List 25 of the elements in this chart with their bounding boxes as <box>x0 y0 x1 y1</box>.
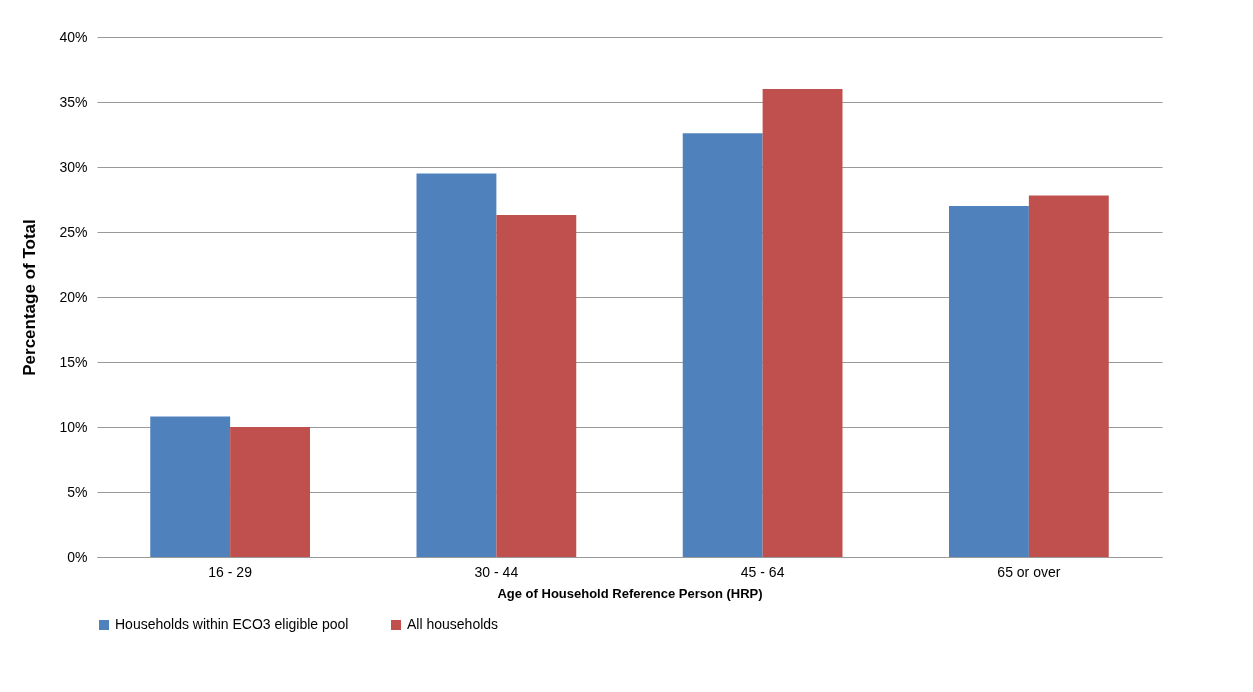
bar <box>230 427 310 557</box>
legend-label: All households <box>407 616 499 632</box>
y-tick-label: 5% <box>67 483 88 500</box>
y-tick-label: 15% <box>59 353 88 370</box>
y-tick-label: 35% <box>59 93 88 110</box>
x-axis-title: Age of Household Reference Person (HRP) <box>497 585 763 601</box>
y-axis-title: Percentage of Total <box>20 219 40 376</box>
y-tick-label: 30% <box>59 158 88 175</box>
bar <box>496 215 577 557</box>
x-tick-label: 45 - 64 <box>740 563 785 580</box>
x-tick-label: 65 or over <box>997 563 1061 580</box>
y-tick-label: 25% <box>59 223 88 240</box>
x-tick-label: 30 - 44 <box>474 563 519 580</box>
bar <box>949 206 1029 557</box>
bar <box>682 133 763 557</box>
bar <box>150 416 231 557</box>
legend-label: Households within ECO3 eligible pool <box>115 616 349 632</box>
x-tick-label: 16 - 29 <box>208 563 253 580</box>
y-tick-label: 10% <box>59 418 88 435</box>
bar <box>1028 195 1109 557</box>
bar <box>762 89 843 557</box>
y-tick-label: 20% <box>59 288 88 305</box>
bar <box>416 173 497 557</box>
y-tick-label: 0% <box>67 548 88 565</box>
y-tick-label: 40% <box>59 28 88 45</box>
